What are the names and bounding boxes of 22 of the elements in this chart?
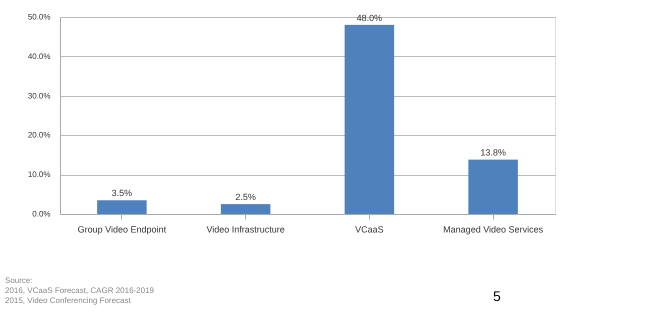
x-tick-label: VCaaS <box>355 224 384 234</box>
data-label: 2.5% <box>235 192 256 202</box>
y-tick-label: 50.0% <box>28 12 50 22</box>
bar <box>220 204 270 214</box>
y-tick-label: 10.0% <box>28 170 50 180</box>
data-label: 3.5% <box>112 188 132 198</box>
x-tick-label: Group Video Endpoint <box>78 224 167 234</box>
text: 5 <box>493 288 501 304</box>
source-note: Source: <box>5 276 33 285</box>
bar <box>344 24 394 214</box>
x-tick-label: Video Infrastructure <box>206 224 285 234</box>
text: 2016, VCaaS Forecast, CAGR 2016-2019 <box>5 286 155 295</box>
y-tick-label: 20.0% <box>28 130 50 140</box>
bar <box>468 160 518 214</box>
y-tick-label: 0.0% <box>32 210 50 218</box>
data-label: 13.8% <box>480 148 506 158</box>
x-tick-label: Managed Video Services <box>443 224 544 234</box>
y-tick-label: 30.0% <box>28 91 50 100</box>
y-tick-label: 40.0% <box>28 52 50 61</box>
data-label: 48.0% <box>356 12 382 23</box>
bar <box>97 200 147 214</box>
text: 2015, Video Conferencing Forecast <box>5 296 132 305</box>
